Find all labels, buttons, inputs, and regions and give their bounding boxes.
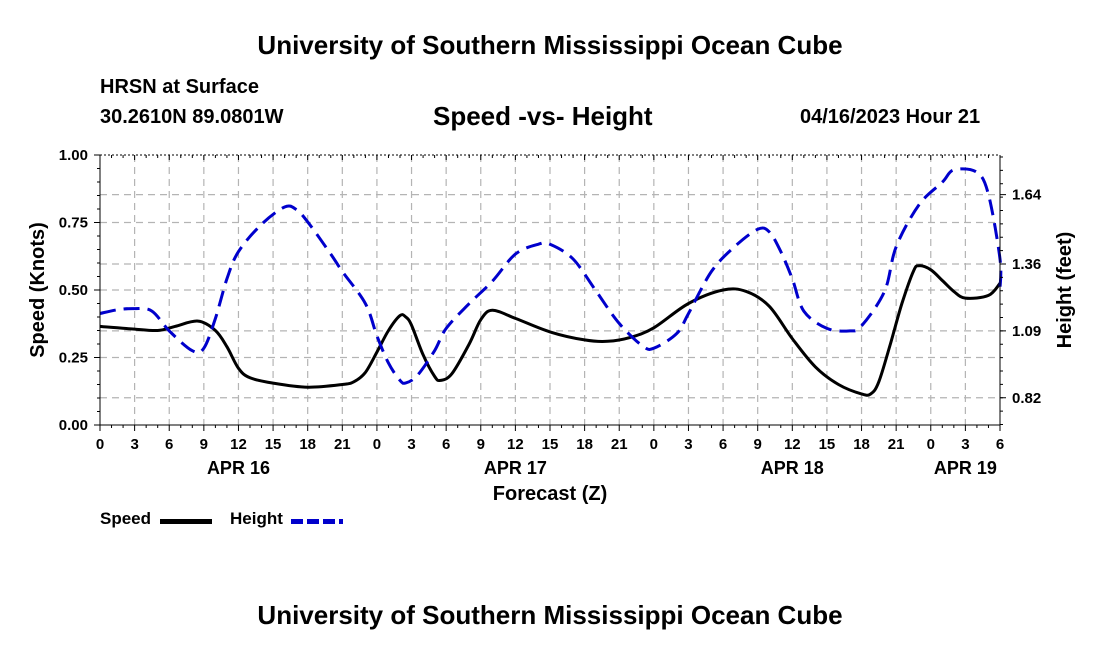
- x-tick-label: 6: [719, 436, 727, 453]
- series-layer: [99, 167, 1003, 397]
- y-right-tick-label: 0.82: [1012, 390, 1041, 407]
- day-label: APR 16: [207, 458, 270, 478]
- x-tick-label: 9: [477, 436, 485, 453]
- y-right-tick-label: 1.64: [1012, 187, 1042, 204]
- x-tick-label: 6: [996, 436, 1004, 453]
- x-tick-label: 18: [576, 436, 593, 453]
- legend-speed-label: Speed: [100, 509, 152, 528]
- x-tick-label: 6: [165, 436, 173, 453]
- height-series-line: [99, 167, 1003, 385]
- y-axis-right-title: Height (feet): [1054, 232, 1076, 349]
- day-label: APR 19: [934, 458, 997, 478]
- x-tick-label: 15: [819, 436, 836, 453]
- y-left-tick-label: 1.00: [59, 147, 88, 164]
- x-tick-label: 18: [853, 436, 870, 453]
- y-left-tick-label: 0.00: [59, 417, 88, 434]
- x-tick-label: 3: [130, 436, 138, 453]
- chart-subtitle: Speed -vs- Height: [433, 101, 653, 131]
- main-title: University of Southern Mississippi Ocean…: [257, 30, 843, 60]
- x-tick-label: 0: [650, 436, 658, 453]
- x-tick-label: 12: [230, 436, 247, 453]
- x-tick-label: 6: [442, 436, 450, 453]
- axis-ticks: 0 3 6 9 12 15 18 21 0 3 6 9 12 15 18 21 0 3 6 9 12 15 18 21 0 3 6 A…: [59, 147, 1042, 478]
- x-tick-label: 21: [611, 436, 628, 453]
- x-tick-label: 0: [373, 436, 381, 453]
- forecast-datetime: 04/16/2023 Hour 21: [800, 106, 981, 128]
- x-tick-label: 0: [96, 436, 104, 453]
- x-tick-label: 9: [200, 436, 208, 453]
- x-tick-label: 18: [299, 436, 316, 453]
- y-axis-left-title: Speed (Knots): [27, 222, 49, 358]
- x-tick-label: 21: [334, 436, 351, 453]
- station-coordinates: 30.2610N 89.0801W: [100, 106, 284, 128]
- x-tick-label: 15: [542, 436, 559, 453]
- x-tick-label: 12: [784, 436, 801, 453]
- y-right-tick-label: 1.36: [1012, 256, 1041, 273]
- day-label: APR 17: [484, 458, 547, 478]
- x-tick-label: 21: [888, 436, 905, 453]
- speed-series-line: [99, 264, 1002, 397]
- x-tick-label: 12: [507, 436, 524, 453]
- x-tick-label: 3: [684, 436, 692, 453]
- y-left-tick-label: 0.75: [59, 215, 88, 232]
- station-label: HRSN at Surface: [100, 76, 259, 98]
- legend-speed-swatch: [160, 519, 212, 524]
- x-tick-label: 0: [927, 436, 935, 453]
- y-left-tick-label: 0.25: [59, 350, 88, 367]
- legend-height-label: Height: [230, 509, 283, 528]
- legend-height-swatch: [291, 519, 343, 524]
- day-label: APR 18: [761, 458, 824, 478]
- x-axis-title: Forecast (Z): [493, 483, 607, 505]
- y-right-tick-label: 1.09: [1012, 323, 1041, 340]
- y-left-tick-label: 0.50: [59, 282, 88, 299]
- grid-lines: [100, 155, 1000, 425]
- x-tick-label: 9: [754, 436, 762, 453]
- footer-title: University of Southern Mississippi Ocean…: [257, 600, 843, 630]
- x-tick-label: 3: [961, 436, 969, 453]
- x-tick-label: 3: [407, 436, 415, 453]
- x-tick-label: 15: [265, 436, 282, 453]
